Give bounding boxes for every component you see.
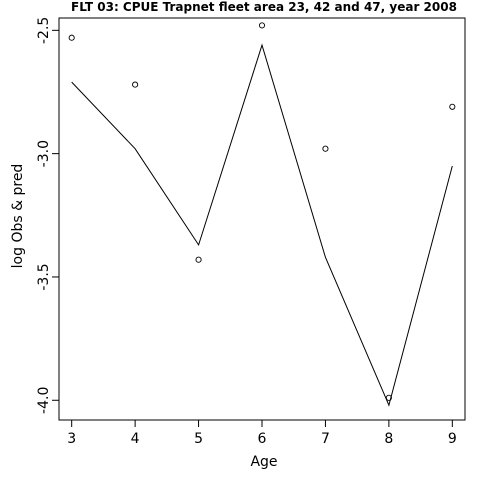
x-tick-label: 7 <box>321 431 330 447</box>
x-tick-label: 9 <box>448 431 457 447</box>
obs-point <box>449 103 456 110</box>
obs-point <box>322 145 329 152</box>
plot-frame <box>58 17 466 421</box>
pred-line-layer <box>71 43 453 407</box>
x-tick-label: 3 <box>67 431 76 447</box>
y-tick-label: -3.5 <box>36 263 52 290</box>
x-axis-label: Age <box>250 454 277 470</box>
obs-point <box>258 22 266 29</box>
y-axis: -4.0 -3.5 -3.0 -2.5 <box>36 17 60 414</box>
obs-point <box>132 81 139 88</box>
x-tick-label: 8 <box>384 431 393 447</box>
chart-title: FLT 03: CPUE Trapnet fleet area 23, 42 a… <box>71 0 457 14</box>
y-axis-label: log Obs & pred <box>10 164 26 269</box>
y-tick-label: -3.0 <box>36 140 52 167</box>
obs-point <box>195 256 202 263</box>
obs-point <box>68 34 75 41</box>
y-tick-label: -4.0 <box>36 387 52 414</box>
x-tick-label: 5 <box>194 431 203 447</box>
obs-points-layer <box>68 22 456 401</box>
x-tick-label: 4 <box>131 431 140 447</box>
obs-point <box>385 394 392 401</box>
x-tick-label: 6 <box>258 431 267 447</box>
x-axis: 3 4 5 6 7 8 9 <box>67 419 457 447</box>
pred-line <box>71 43 453 407</box>
y-tick-label: -2.5 <box>36 17 52 44</box>
